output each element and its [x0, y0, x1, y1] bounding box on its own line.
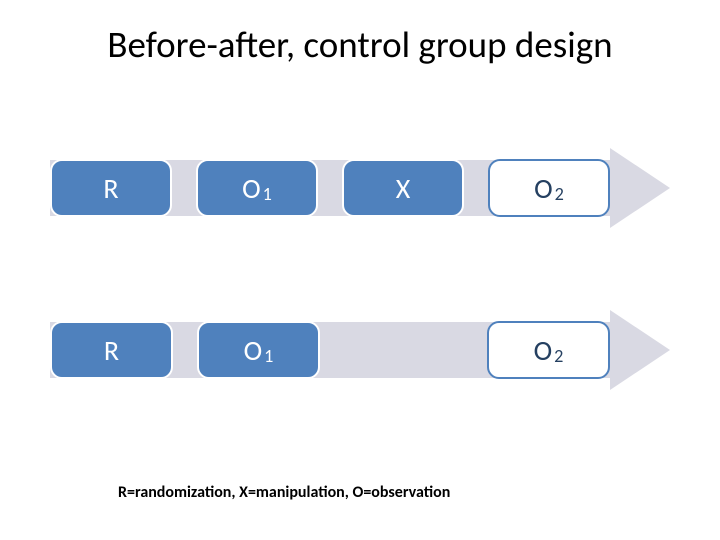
pill-label: R	[104, 333, 119, 368]
pill-o1-2: O1	[197, 321, 320, 379]
control-pills: R O1 O2	[50, 321, 610, 379]
pill-label: O	[534, 171, 553, 206]
pill-label: O	[242, 171, 261, 206]
pill-sub: 2	[554, 345, 563, 367]
pill-o2-1: O2	[488, 159, 610, 217]
pill-label: O	[534, 333, 553, 368]
pill-r-2: R	[50, 321, 173, 379]
experimental-row: R O1 X O2	[50, 148, 670, 228]
pill-sub: 2	[555, 183, 564, 205]
pill-label: X	[396, 171, 411, 206]
control-row: R O1 O2	[50, 310, 670, 390]
pill-label: R	[103, 171, 118, 206]
pill-o1-1: O1	[196, 159, 318, 217]
pill-x-1: X	[342, 159, 464, 217]
pill-o2-2: O2	[487, 321, 610, 379]
legend-footnote: R=randomization, X=manipulation, O=obser…	[118, 483, 450, 502]
pill-sub: 1	[263, 183, 272, 205]
experimental-pills: R O1 X O2	[50, 159, 610, 217]
pill-r-1: R	[50, 159, 172, 217]
pill-sub: 1	[264, 345, 273, 367]
slide-title: Before-after, control group design	[0, 22, 720, 67]
pill-label: O	[244, 333, 263, 368]
